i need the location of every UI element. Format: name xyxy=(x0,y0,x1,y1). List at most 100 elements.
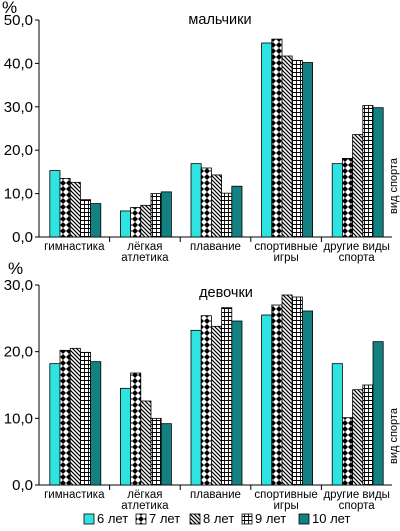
bar-3-2 xyxy=(281,55,293,238)
bar-4-3 xyxy=(362,384,374,486)
bar-3-2 xyxy=(281,294,293,486)
category-label: спорта xyxy=(339,252,376,264)
bar-4-1 xyxy=(341,417,353,486)
y-tick-label: 20,0 xyxy=(4,344,33,361)
bar-3-1 xyxy=(271,38,283,238)
bar-1-1 xyxy=(130,372,142,486)
bar-4-3 xyxy=(362,105,374,238)
category-label: гимнастика xyxy=(44,241,105,253)
bar-2-2 xyxy=(210,174,222,238)
legend-label: 6 лет xyxy=(97,511,128,526)
legend-label: 7 лет xyxy=(149,511,180,526)
category-label: плавание xyxy=(190,241,241,253)
bar-4-0 xyxy=(331,363,343,486)
bar-3-3 xyxy=(291,59,303,238)
legend-item: 6 лет xyxy=(83,511,128,526)
bar-1-2 xyxy=(140,400,152,486)
legend: 6 лет 7 лет 8 лет 9 лет 10 лет xyxy=(83,511,350,526)
category-label: спортивные xyxy=(254,489,317,501)
legend-swatch xyxy=(83,513,95,525)
legend-label: 9 лет xyxy=(255,511,286,526)
bar-1-4 xyxy=(160,191,172,238)
bar-3-1 xyxy=(271,304,283,486)
y-tick-label: 30,0 xyxy=(4,99,33,116)
bar-2-0 xyxy=(190,329,202,486)
category-label: атлетика xyxy=(121,500,169,512)
x-axis-title: вид спорта xyxy=(388,157,400,214)
bar-0-0 xyxy=(49,363,61,486)
y-tick-label: 30,0 xyxy=(4,277,33,294)
category-label: лёгкая xyxy=(127,241,162,253)
chart-1: 0,0 10,0 20,0 30,0% девочки вид спорта гимнаст… xyxy=(4,259,400,512)
category-label: игры xyxy=(273,500,298,512)
bar-4-4 xyxy=(372,107,384,238)
bar-1-3 xyxy=(150,417,162,486)
y-tick-label: 0,0 xyxy=(12,477,33,494)
bar-2-3 xyxy=(221,307,233,486)
category-label: атлетика xyxy=(121,252,169,264)
bar-2-1 xyxy=(200,315,212,486)
bar-1-3 xyxy=(150,193,162,238)
y-tick-label: 10,0 xyxy=(4,186,33,203)
legend-swatch xyxy=(298,513,310,525)
bar-4-0 xyxy=(331,163,343,238)
bar-2-1 xyxy=(200,167,212,238)
category-label: спорта xyxy=(339,500,376,512)
bar-3-0 xyxy=(261,314,273,486)
x-axis-title: вид спорта xyxy=(388,407,400,464)
category-label: спортивные xyxy=(254,241,317,253)
legend-label: 8 лет xyxy=(203,511,234,526)
bar-3-4 xyxy=(301,62,313,238)
bar-2-2 xyxy=(210,325,222,486)
legend-swatch xyxy=(241,513,253,525)
bar-1-0 xyxy=(120,387,132,486)
y-unit-label: % xyxy=(2,0,17,17)
legend-item: 10 лет xyxy=(298,511,350,526)
bar-1-2 xyxy=(140,204,152,238)
bar-0-4 xyxy=(90,361,102,486)
category-label: другие виды xyxy=(323,489,389,501)
bar-3-4 xyxy=(301,310,313,486)
category-label: другие виды xyxy=(323,241,389,253)
chart-0: 0,0 10,0 20,0 30,0 40,0 50,0% мальчики вид спор… xyxy=(2,0,400,264)
category-label: игры xyxy=(273,252,298,264)
bar-4-2 xyxy=(352,389,364,486)
legend-item: 9 лет xyxy=(241,511,286,526)
y-unit-label: % xyxy=(8,259,23,278)
bar-0-2 xyxy=(69,347,81,486)
legend-swatch xyxy=(135,513,147,525)
category-label: плавание xyxy=(190,489,241,501)
bar-0-2 xyxy=(69,181,81,238)
chart-title: девочки xyxy=(199,285,253,301)
bar-0-1 xyxy=(59,349,71,486)
bar-2-4 xyxy=(231,185,243,238)
bar-3-3 xyxy=(291,296,303,486)
legend-swatch xyxy=(189,513,201,525)
bar-2-3 xyxy=(221,192,233,238)
bar-0-4 xyxy=(90,203,102,238)
bar-4-1 xyxy=(341,158,353,238)
bar-3-0 xyxy=(261,42,273,238)
bar-4-2 xyxy=(352,134,364,238)
y-tick-label: 20,0 xyxy=(4,142,33,159)
y-tick-label: 10,0 xyxy=(4,410,33,427)
chart-title: мальчики xyxy=(188,12,251,28)
legend-item: 8 лет xyxy=(189,511,234,526)
bar-1-0 xyxy=(120,210,132,238)
y-tick-label: 0,0 xyxy=(12,229,33,246)
bar-1-1 xyxy=(130,207,142,238)
legend-label: 10 лет xyxy=(312,511,350,526)
bar-2-4 xyxy=(231,320,243,486)
category-label: гимнастика xyxy=(44,489,105,501)
category-label: лёгкая xyxy=(127,489,162,501)
bar-2-0 xyxy=(190,163,202,238)
bar-0-3 xyxy=(80,199,92,238)
y-tick-label: 50,0 xyxy=(4,12,33,29)
y-tick-label: 40,0 xyxy=(4,55,33,72)
bar-0-1 xyxy=(59,178,71,238)
bar-0-3 xyxy=(80,351,92,486)
bar-1-4 xyxy=(160,423,172,486)
legend-item: 7 лет xyxy=(135,511,180,526)
bar-0-0 xyxy=(49,170,61,238)
